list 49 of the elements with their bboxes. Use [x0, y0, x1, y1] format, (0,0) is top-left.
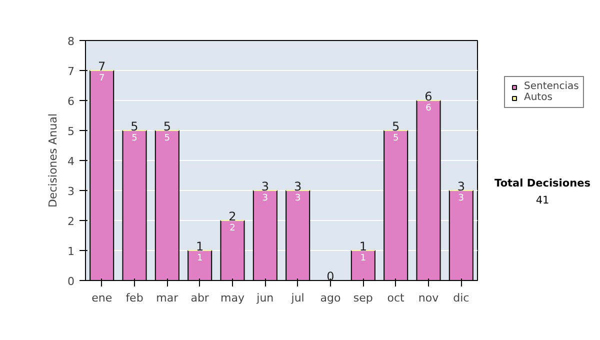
x-tick-label: ago [320, 292, 341, 304]
x-tick-label: ene [92, 292, 112, 304]
x-tick-label: nov [418, 292, 440, 304]
x-tick-label: jun [256, 292, 274, 304]
legend-label: Autos [524, 92, 552, 103]
text: 41 [536, 194, 550, 206]
data-label: 7 [98, 74, 105, 84]
y-axis-title: Decisiones Anual [46, 113, 60, 208]
data-label: 1 [196, 254, 203, 264]
data-label: 5 [164, 134, 170, 144]
data-label: 1 [360, 254, 366, 264]
data-label: 5 [132, 134, 138, 144]
x-tick-label: jul [290, 292, 304, 304]
data-label: 3 [458, 194, 464, 204]
total-label: 0 [326, 270, 334, 284]
total-label: 1 [359, 240, 367, 254]
text: Total Decisiones [494, 177, 590, 190]
legend-label: Sentencias [524, 81, 579, 92]
x-tick-label: may [220, 292, 245, 304]
x-tick-label: sep [353, 292, 373, 304]
total-label: 3 [457, 180, 465, 194]
total-label: 2 [228, 210, 236, 224]
x-tick-label: feb [126, 292, 144, 304]
total-label: 6 [424, 90, 432, 104]
total-label: 1 [196, 240, 204, 254]
y-tick-label: 7 [68, 65, 74, 78]
total-label: 3 [294, 180, 302, 194]
y-tick-label: 8 [68, 35, 74, 48]
y-tick-label: 3 [68, 185, 74, 198]
total-label: 3 [261, 180, 269, 194]
y-tick-label: 2 [68, 215, 74, 228]
y-tick-label: 4 [68, 155, 74, 168]
total-label: 5 [163, 120, 171, 134]
total-label: 7 [98, 60, 106, 74]
x-tick-label: dic [453, 292, 470, 304]
y-tick-label: 5 [68, 125, 74, 138]
data-label: 3 [294, 194, 301, 204]
y-tick-label: 6 [68, 95, 74, 108]
data-label: 2 [230, 224, 236, 234]
data-label: 6 [426, 104, 432, 114]
data-label: 5 [392, 134, 399, 144]
y-tick-label: 0 [68, 275, 74, 288]
y-tick-label: 1 [68, 245, 74, 258]
x-tick-label: mar [156, 292, 179, 304]
total-label: 5 [392, 120, 400, 134]
x-tick-label: abr [190, 292, 210, 304]
data-label: 3 [262, 194, 268, 204]
x-tick-label: oct [387, 292, 406, 304]
total-label: 5 [130, 120, 138, 134]
